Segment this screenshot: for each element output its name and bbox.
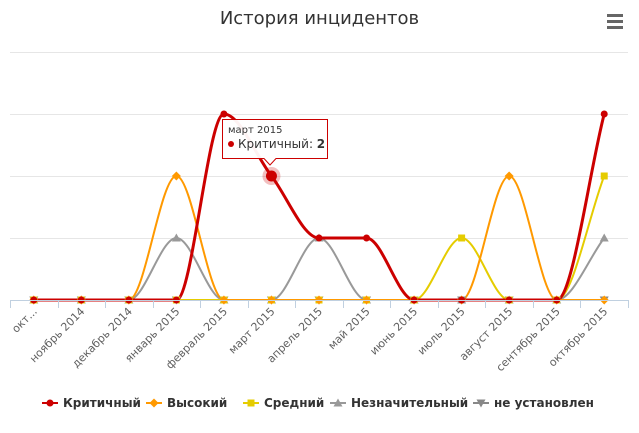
legend-item-0[interactable]: Критичный: [42, 396, 141, 410]
series-1-point: [504, 171, 514, 181]
grid-lines: [10, 52, 628, 301]
series-3-line: [32, 237, 606, 302]
legend-label: Критичный: [63, 396, 141, 410]
series-2-point: [458, 234, 466, 242]
legend-swatch-marker: [476, 399, 486, 408]
legend-label: Незначительный: [351, 396, 468, 410]
legend-swatch-marker: [149, 398, 159, 408]
series-0-point: [363, 234, 371, 242]
tooltip-date: март 2015: [228, 125, 282, 136]
x-tick-label: май 2015: [326, 305, 373, 352]
legend: Критичный Высокий Средний Незначительный не …: [42, 396, 594, 410]
legend-item-3[interactable]: Незначительный: [330, 396, 468, 410]
tooltip-value: 2: [317, 137, 325, 151]
x-tick-label: июнь 2015: [367, 305, 420, 358]
legend-swatch-marker: [46, 399, 54, 407]
hover-point: [265, 170, 277, 182]
series-0-point: [220, 110, 228, 118]
x-tick-label: июль 2015: [415, 305, 468, 358]
hamburger-menu-icon[interactable]: [607, 14, 623, 29]
tooltip-box: [222, 119, 328, 166]
chart-title: История инцидентов: [220, 8, 419, 29]
legend-item-4[interactable]: не установлен: [473, 396, 594, 410]
x-tick-label: март 2015: [226, 305, 278, 357]
tooltip-series-line: Критичный: 2: [238, 137, 325, 151]
legend-label: Высокий: [167, 396, 227, 410]
legend-item-2[interactable]: Средний: [243, 396, 324, 410]
series-3-point: [599, 233, 609, 242]
legend-item-1[interactable]: Высокий: [146, 396, 227, 410]
legend-label: не установлен: [494, 396, 594, 410]
legend-swatch-marker: [333, 398, 343, 407]
x-tick-label: окт...: [9, 305, 40, 336]
legend-swatch-marker: [247, 399, 255, 407]
series-0-point: [315, 234, 323, 242]
tooltip-series-marker: [228, 141, 234, 147]
series-2-point: [600, 172, 608, 180]
tooltip-series-name: Критичный: [238, 137, 309, 151]
series-1-point: [171, 171, 181, 181]
series-3-point: [171, 233, 181, 242]
series-0-point: [600, 110, 608, 118]
legend-label: Средний: [264, 396, 324, 410]
tooltip: март 2015 Критичный: 2: [222, 119, 328, 166]
